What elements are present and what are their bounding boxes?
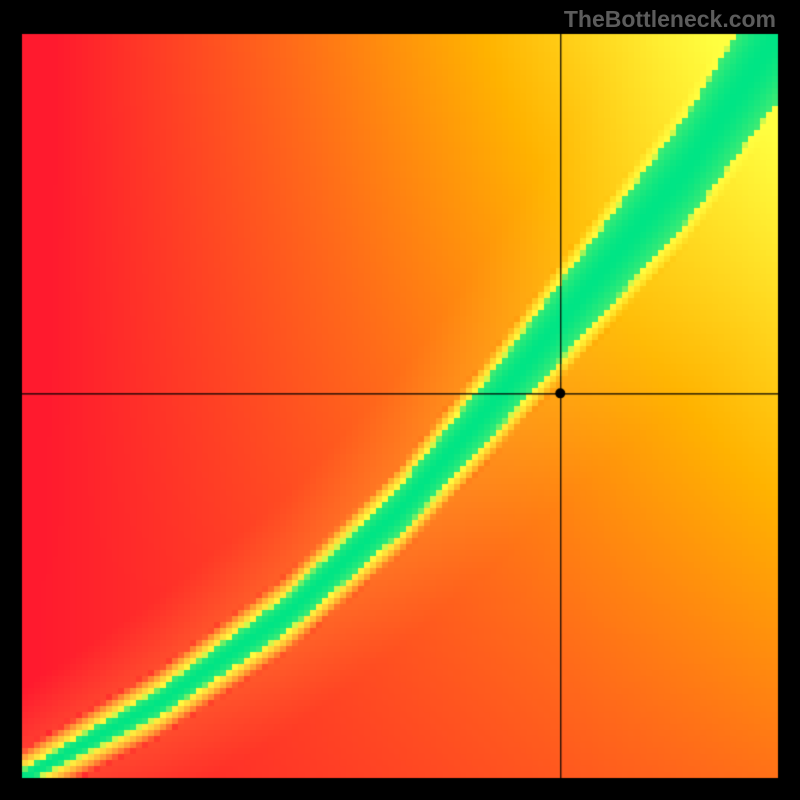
watermark-text: TheBottleneck.com (564, 6, 776, 33)
bottleneck-heatmap (0, 0, 800, 800)
bottleneck-heatmap-container: { "watermark": { "text": "TheBottleneck.… (0, 0, 800, 800)
